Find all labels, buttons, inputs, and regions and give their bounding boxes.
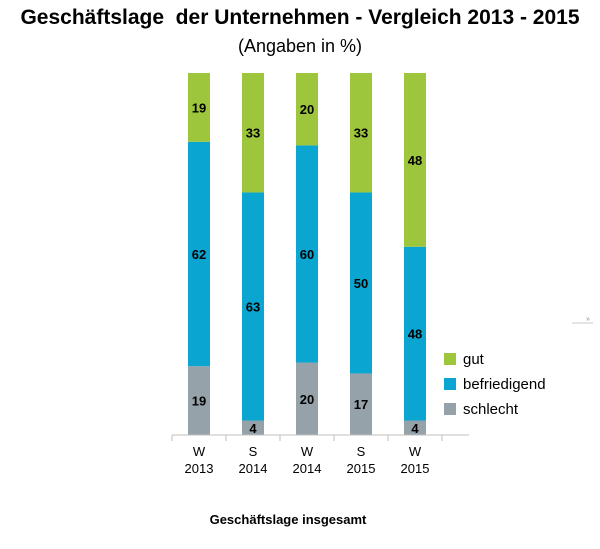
data-label-befriedigend: 60: [300, 247, 314, 262]
legend-swatch-befriedigend: [444, 378, 456, 390]
bar-segment-gut: [350, 73, 372, 193]
bar-segment-schlecht: [404, 420, 426, 435]
data-label-gut: 33: [354, 126, 368, 141]
x-tick-label: S: [357, 444, 366, 459]
x-tick-label: 2015: [347, 461, 376, 476]
data-label-gut: 19: [192, 100, 206, 115]
data-label-befriedigend: 62: [192, 247, 206, 262]
data-label-befriedigend: 63: [246, 299, 260, 314]
chart-subtitle: (Angaben in %): [237, 36, 363, 56]
data-label-befriedigend: 50: [354, 276, 368, 291]
bar-segment-schlecht: [242, 420, 264, 435]
data-label-gut: 33: [246, 126, 260, 141]
x-tick-label: S: [249, 444, 258, 459]
x-tick-label: 2013: [185, 461, 214, 476]
x-tick-label: W: [409, 444, 422, 459]
x-axis-title: Geschäftslage insgesamt: [210, 512, 367, 527]
bar-segment-befriedigend: [242, 192, 264, 421]
bar-segment-schlecht: [296, 362, 318, 435]
data-label-befriedigend: 48: [408, 327, 422, 342]
x-tick-label: W: [193, 444, 206, 459]
data-label-schlecht: 17: [354, 397, 368, 412]
x-tick-label: W: [301, 444, 314, 459]
svg-text:»: »: [586, 316, 590, 323]
legend-label-befriedigend: befriedigend: [463, 376, 546, 393]
legend-label-schlecht: schlecht: [463, 401, 519, 418]
bars-layer: 19 62 19 4 63 33 20 60 20 17 50 33 4 48 48: [188, 73, 426, 436]
data-label-schlecht: 4: [249, 421, 257, 436]
small-marker-icon: »: [572, 316, 593, 324]
bar-segment-gut: [404, 73, 426, 247]
x-axis: W 2013 S 2014 W 2014 S 2015 W 2015: [171, 434, 469, 476]
bar-segment-befriedigend: [188, 141, 210, 367]
x-tick-label: 2015: [401, 461, 430, 476]
bar-segment-gut: [188, 73, 210, 142]
bar-segment-befriedigend: [350, 192, 372, 374]
data-label-schlecht: 19: [192, 394, 206, 409]
x-tick-label: 2014: [293, 461, 322, 476]
data-label-gut: 20: [300, 102, 314, 117]
chart-title: Geschäftslage der Unternehmen - Vergleic…: [20, 6, 580, 29]
data-label-gut: 48: [408, 153, 422, 168]
legend-swatch-gut: [444, 353, 456, 365]
bar-segment-gut: [242, 73, 264, 193]
legend: gut befriedigend schlecht: [444, 351, 546, 418]
legend-swatch-schlecht: [444, 403, 456, 415]
legend-label-gut: gut: [463, 351, 485, 368]
x-tick-label: 2014: [239, 461, 268, 476]
bar-segment-befriedigend: [404, 246, 426, 421]
data-label-schlecht: 20: [300, 392, 314, 407]
data-label-schlecht: 4: [411, 421, 419, 436]
bar-segment-befriedigend: [296, 145, 318, 363]
bar-segment-gut: [296, 73, 318, 146]
bar-segment-schlecht: [188, 366, 210, 435]
bar-segment-schlecht: [350, 373, 372, 435]
